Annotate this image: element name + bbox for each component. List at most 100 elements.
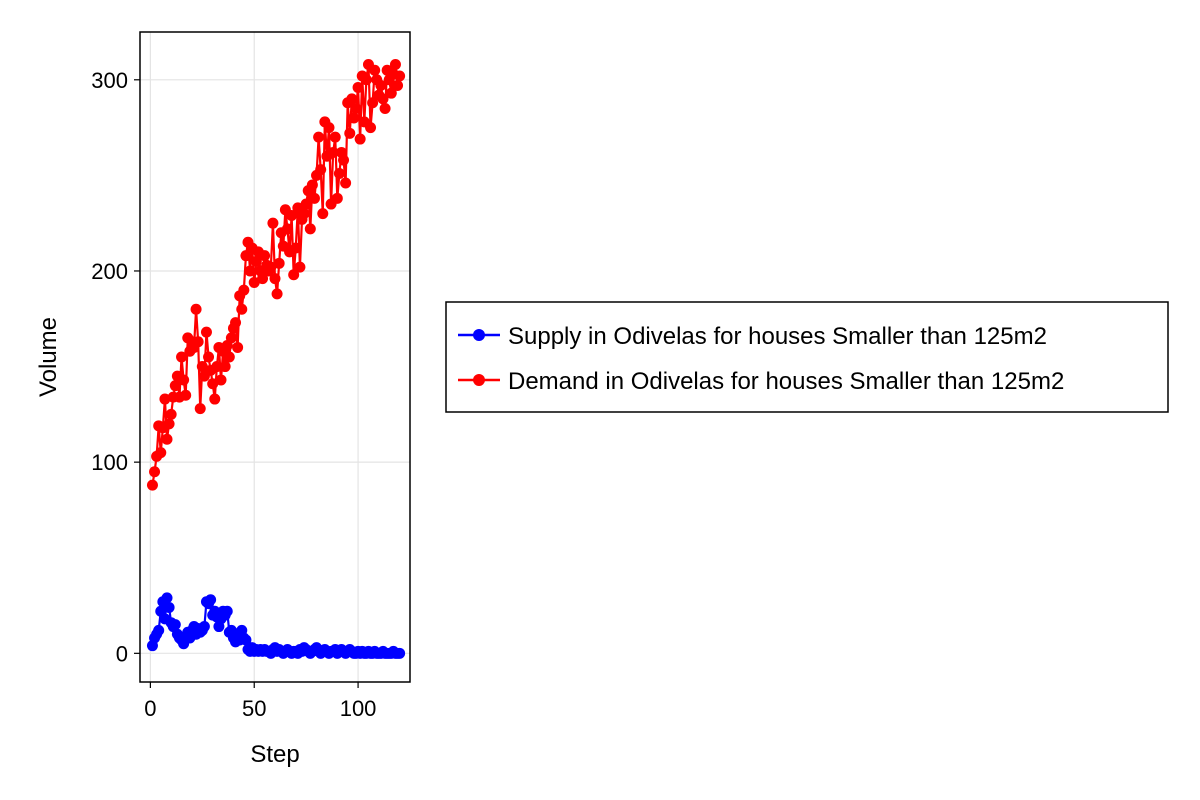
data-point	[161, 592, 173, 604]
data-point	[350, 102, 362, 114]
data-point	[215, 374, 227, 386]
y-tick-label: 0	[116, 641, 128, 666]
data-point	[327, 146, 339, 158]
data-point	[281, 223, 293, 235]
data-point	[196, 361, 208, 373]
data-point	[379, 102, 391, 114]
data-point	[375, 80, 387, 92]
data-point	[290, 242, 302, 254]
data-point	[180, 389, 192, 401]
data-point	[240, 250, 252, 262]
data-point	[394, 647, 406, 659]
data-point	[377, 93, 389, 105]
data-point	[259, 250, 271, 262]
data-point	[306, 179, 318, 191]
data-point	[169, 380, 181, 392]
data-point	[169, 619, 181, 631]
data-point	[369, 64, 381, 76]
y-axis-label: Volume	[35, 317, 62, 397]
data-point	[146, 479, 158, 491]
data-point	[269, 273, 281, 285]
data-point	[232, 341, 244, 353]
data-point	[250, 255, 262, 267]
data-point	[294, 261, 306, 273]
data-point	[194, 403, 206, 415]
x-tick-label: 50	[242, 696, 266, 721]
data-point	[265, 261, 277, 273]
data-point	[315, 164, 327, 176]
plot-frame	[139, 31, 411, 683]
data-point	[344, 127, 356, 139]
x-tick-label: 0	[144, 696, 156, 721]
legend: Supply in Odivelas for houses Smaller th…	[445, 301, 1169, 413]
data-point	[331, 192, 343, 204]
data-point	[300, 198, 312, 210]
data-point	[163, 601, 175, 613]
data-point	[163, 418, 175, 430]
data-point	[346, 93, 358, 105]
data-point	[392, 80, 404, 92]
data-point	[221, 605, 233, 617]
y-tick-label: 100	[91, 450, 128, 475]
data-point	[340, 177, 352, 189]
data-point	[352, 81, 364, 93]
data-point	[248, 276, 260, 288]
data-point	[298, 208, 310, 220]
data-point	[219, 361, 231, 373]
data-point	[236, 303, 248, 315]
data-point	[203, 351, 215, 363]
data-point	[348, 112, 360, 124]
series-0	[146, 592, 406, 659]
data-point	[329, 131, 341, 143]
data-point	[354, 133, 366, 145]
data-point	[192, 336, 204, 348]
x-axis-label: Step	[250, 741, 299, 768]
data-point	[394, 70, 406, 82]
data-point	[271, 288, 283, 300]
legend-box	[445, 301, 1169, 413]
data-point	[159, 393, 171, 405]
data-point	[223, 351, 235, 363]
data-point	[149, 466, 161, 478]
data-point	[238, 284, 250, 296]
legend-entry-supply: Supply in Odivelas for houses Smaller th…	[458, 323, 1047, 350]
data-point	[230, 317, 242, 329]
legend-entry-demand: Demand in Odivelas for houses Smaller th…	[458, 368, 1064, 395]
data-point	[267, 217, 279, 229]
data-point	[313, 131, 325, 143]
series-1	[146, 59, 406, 491]
data-point	[338, 154, 350, 166]
data-point	[317, 208, 329, 220]
y-tick-label: 300	[91, 68, 128, 93]
legend-label-supply: Supply in Odivelas for houses Smaller th…	[508, 323, 1047, 350]
data-point	[365, 122, 377, 134]
data-point	[286, 210, 298, 222]
legend-label-demand: Demand in Odivelas for houses Smaller th…	[508, 368, 1064, 395]
data-point	[323, 122, 335, 134]
legend-swatch-supply-marker	[473, 329, 485, 341]
data-point	[257, 273, 269, 285]
data-point	[207, 378, 219, 390]
data-point	[178, 374, 190, 386]
data-point	[288, 269, 300, 281]
data-point	[240, 634, 252, 646]
data-point	[360, 74, 372, 86]
data-point	[385, 87, 397, 99]
data-point	[225, 332, 237, 344]
data-point	[333, 167, 345, 179]
data-point	[389, 59, 401, 70]
axes: 0 50 100 0 100 200 300	[91, 68, 376, 721]
data-point	[367, 97, 379, 109]
data-point	[155, 447, 167, 459]
data-point	[308, 192, 320, 204]
data-point	[273, 257, 285, 269]
data-point	[165, 408, 177, 420]
data-point	[244, 265, 256, 277]
data-point	[200, 326, 212, 338]
data-point	[198, 621, 210, 633]
data-point	[190, 303, 202, 315]
x-tick-label: 100	[340, 696, 377, 721]
data-point	[304, 223, 316, 235]
data-point	[176, 351, 188, 363]
